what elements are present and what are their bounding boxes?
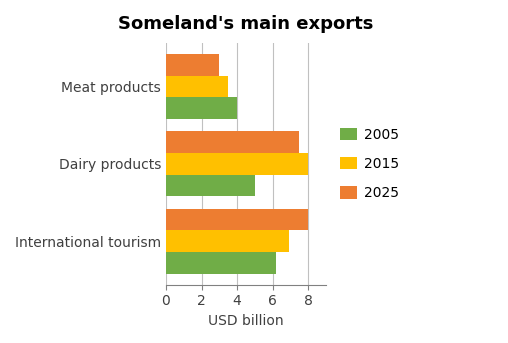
X-axis label: USD billion: USD billion [208, 314, 284, 328]
Title: Someland's main exports: Someland's main exports [118, 15, 374, 33]
Bar [166, 252, 276, 274]
Bar [166, 97, 237, 119]
Bar [166, 75, 228, 97]
Bar [166, 54, 219, 75]
Bar [166, 131, 299, 153]
Legend: 2005, 2015, 2025: 2005, 2015, 2025 [334, 122, 404, 206]
Bar [166, 209, 308, 230]
Bar [166, 230, 289, 252]
Bar [166, 153, 308, 175]
Bar [166, 175, 255, 196]
